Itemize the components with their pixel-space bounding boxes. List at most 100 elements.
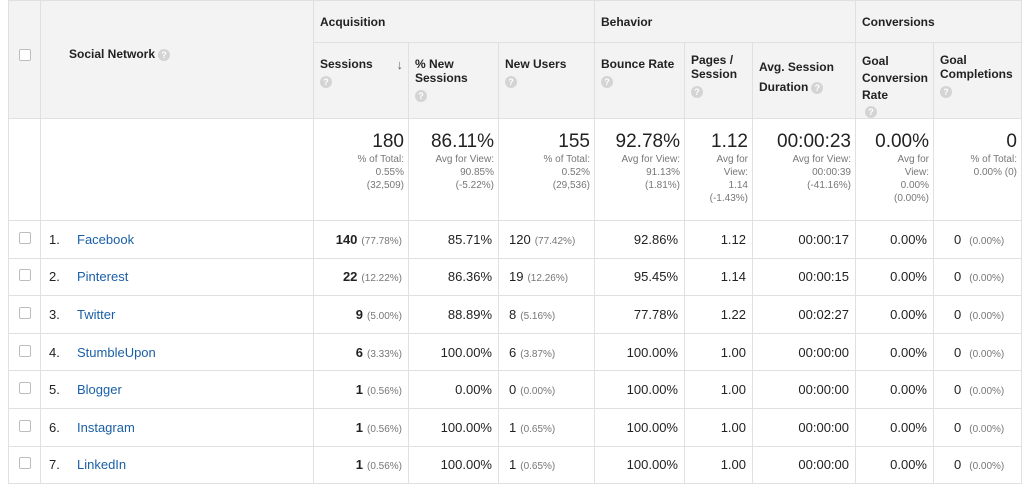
new-users-cell: 0 (0.00%): [498, 370, 595, 409]
help-icon[interactable]: ?: [415, 89, 427, 102]
completions-pct: (0.00%): [969, 273, 1005, 285]
totals-conv-value: 0.00%: [875, 131, 929, 152]
sessions-cell: 22 (12.22%): [313, 257, 409, 297]
pages-session-cell: 1.00: [684, 445, 753, 484]
row-checkbox[interactable]: [19, 269, 31, 282]
bounce-rate-header[interactable]: Bounce Rate ?: [594, 42, 685, 119]
goal-conversion-cell: 0.00%: [855, 257, 934, 297]
totals-duration-note: Avg for View:: [792, 154, 851, 165]
completions-pct: (0.00%): [969, 386, 1005, 398]
totals-bounce-note: (1.81%): [644, 180, 680, 191]
help-icon[interactable]: ?: [320, 75, 332, 88]
sessions-value: 22: [342, 269, 358, 285]
row-checkbox-cell: [8, 220, 41, 259]
select-all-checkbox[interactable]: [19, 49, 31, 61]
table-row: 1. Facebook 140 (77.78%) 85.71% 120 (77.42%…: [8, 220, 1022, 259]
sessions-cell: 9 (5.00%): [313, 295, 409, 334]
help-icon[interactable]: ?: [691, 85, 703, 98]
totals-pct-new-note: (-5.22%): [455, 180, 494, 191]
avg-session-duration-header[interactable]: Avg. Session Duration?: [752, 42, 856, 119]
network-link[interactable]: Blogger: [77, 382, 122, 398]
sessions-cell: 1 (0.56%): [313, 445, 409, 484]
row-checkbox[interactable]: [19, 457, 31, 470]
row-checkbox-cell: [8, 257, 41, 297]
goal-completions-header-label: Goal Completions: [940, 53, 1013, 81]
totals-conv-note: (0.00%): [893, 193, 929, 204]
goal-completions-cell: 0 (0.00%): [933, 295, 1022, 334]
goal-completions-header[interactable]: Goal Completions ?: [933, 42, 1022, 119]
completions-pct: (0.00%): [969, 235, 1005, 247]
goal-conversion-cell: 0.00%: [855, 370, 934, 409]
sessions-value: 140: [335, 231, 358, 247]
sessions-header[interactable]: ↓ Sessions ?: [313, 42, 409, 119]
totals-sessions-note: % of Total:: [357, 154, 404, 165]
totals-pages-value: 1.12: [711, 131, 748, 152]
totals-pct-new-sessions: 86.11% Avg for View: 90.85% (-5.22%): [408, 118, 499, 221]
row-checkbox[interactable]: [19, 382, 31, 395]
bounce-rate-cell: 100.00%: [594, 445, 685, 484]
help-icon[interactable]: ?: [158, 48, 171, 61]
totals-pct-new-value: 86.11%: [430, 131, 494, 152]
totals-pct-new-note: Avg for View:: [435, 154, 494, 165]
pct-new-sessions-header-label: % New Sessions: [415, 57, 468, 85]
new-users-cell: 1 (0.65%): [498, 407, 595, 447]
network-link[interactable]: Pinterest: [77, 269, 129, 285]
sessions-value: 6: [355, 344, 363, 360]
pages-session-header[interactable]: Pages / Session ?: [684, 42, 753, 119]
network-link[interactable]: LinkedIn: [77, 457, 127, 473]
row-checkbox-cell: [8, 295, 41, 334]
completions-pct: (0.00%): [969, 461, 1005, 473]
goal-completions-cell: 0 (0.00%): [933, 407, 1022, 447]
new-users-value: 19: [509, 269, 524, 285]
row-checkbox-cell: [8, 370, 41, 409]
pages-session-cell: 1.00: [684, 407, 753, 447]
bounce-rate-cell: 77.78%: [594, 295, 685, 334]
network-cell: 5. Blogger: [40, 370, 314, 409]
sessions-value: 1: [355, 419, 363, 435]
goal-conversion-rate-header[interactable]: Goal Conversion Rate?: [855, 42, 934, 119]
social-network-header[interactable]: Social Network?: [40, 0, 314, 119]
avg-duration-cell: 00:02:27: [752, 295, 856, 334]
completions-value: 0: [954, 231, 962, 247]
pct-new-cell: 100.00%: [408, 332, 499, 372]
row-checkbox[interactable]: [19, 419, 31, 432]
totals-conv-note: View:: [904, 167, 929, 178]
network-cell: 7. LinkedIn: [40, 445, 314, 484]
pct-new-cell: 85.71%: [408, 220, 499, 259]
row-checkbox[interactable]: [19, 231, 31, 244]
pages-session-cell: 1.12: [684, 220, 753, 259]
row-index: 3.: [49, 306, 60, 322]
row-checkbox-cell: [8, 407, 41, 447]
acquisition-group-header: Acquisition: [313, 0, 595, 43]
network-link[interactable]: Twitter: [77, 306, 116, 322]
network-link[interactable]: Facebook: [77, 231, 135, 247]
totals-sessions-note: 0.55%: [375, 167, 404, 178]
sessions-pct: (12.22%): [361, 273, 402, 285]
network-link[interactable]: StumbleUpon: [77, 344, 156, 360]
row-checkbox[interactable]: [19, 344, 31, 357]
sessions-value: 1: [355, 382, 363, 398]
bounce-rate-cell: 92.86%: [594, 220, 685, 259]
help-icon[interactable]: ?: [505, 75, 517, 88]
network-cell: 4. StumbleUpon: [40, 332, 314, 372]
help-icon[interactable]: ?: [940, 85, 952, 98]
pct-new-sessions-header[interactable]: % New Sessions ?: [408, 42, 499, 119]
table-row: 3. Twitter 9 (5.00%) 88.89% 8 (5.16%) 77.78…: [8, 295, 1022, 334]
totals-completions-value: 0: [1006, 131, 1017, 152]
totals-row: 180 % of Total: 0.55% (32,509) 86.11% Av…: [8, 118, 1022, 221]
new-users-header-label: New Users: [505, 57, 567, 71]
totals-bounce-rate: 92.78% Avg for View: 91.13% (1.81%): [594, 118, 685, 221]
help-icon[interactable]: ?: [865, 105, 877, 118]
avg-duration-cell: 00:00:15: [752, 257, 856, 297]
sessions-cell: 1 (0.56%): [313, 407, 409, 447]
network-link[interactable]: Instagram: [77, 419, 135, 435]
row-checkbox[interactable]: [19, 306, 31, 319]
sort-desc-icon[interactable]: ↓: [396, 57, 404, 72]
new-users-value: 8: [509, 306, 517, 322]
help-icon[interactable]: ?: [811, 81, 824, 94]
help-icon[interactable]: ?: [601, 75, 613, 88]
sessions-pct: (77.78%): [361, 235, 402, 247]
new-users-pct: (0.65%): [520, 423, 556, 435]
pages-session-header-label: Pages / Session: [691, 53, 738, 81]
new-users-header[interactable]: New Users ?: [498, 42, 595, 119]
